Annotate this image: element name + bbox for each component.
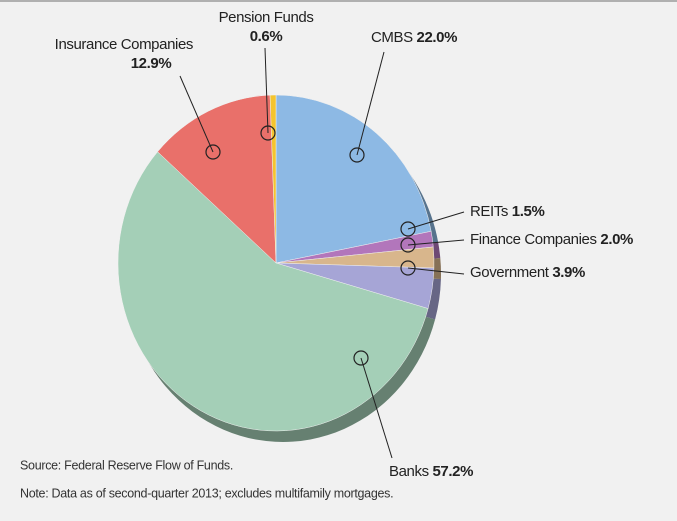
leader-line: [356, 51, 385, 156]
label-marker: [349, 147, 365, 163]
wedge: [269, 94, 277, 264]
value-label: 3.9%: [552, 264, 585, 281]
slice-label: Pension Funds: [219, 9, 314, 26]
value-label: 22.0%: [417, 29, 458, 46]
leader-line: [407, 267, 465, 275]
category-name: Government: [470, 264, 550, 281]
value-label: 1.5%: [512, 203, 545, 220]
category-name: CMBS: [371, 29, 413, 46]
slice-label: 12.9%: [131, 55, 172, 72]
label-marker: [260, 125, 276, 141]
label-marker: [400, 260, 416, 276]
value-label: 2.0%: [600, 231, 633, 248]
category-name: Finance Companies: [470, 231, 597, 248]
label-marker: [400, 237, 416, 253]
label-marker: [400, 221, 416, 237]
wedge: [157, 94, 277, 264]
category-name: Insurance Companies: [55, 36, 193, 53]
source-note: Source: Federal Reserve Flow of Funds.: [20, 458, 233, 472]
wedge: [275, 94, 432, 264]
leader-line: [179, 75, 214, 153]
note: Note: Data as of second-quarter 2013; ex…: [20, 486, 393, 500]
slice-label: CMBS 22.0%: [371, 29, 457, 46]
slice-label: Banks 57.2%: [389, 463, 473, 480]
slice-label: REITs 1.5%: [470, 203, 544, 220]
slice-label: Insurance Companies: [55, 36, 193, 53]
slice-label: 0.6%: [250, 28, 283, 45]
leader-line: [407, 239, 465, 246]
label-marker: [353, 350, 369, 366]
value-label: 0.6%: [250, 28, 283, 45]
slice-label: Finance Companies 2.0%: [470, 231, 633, 248]
category-name: Pension Funds: [219, 9, 314, 26]
value-label: 12.9%: [131, 55, 172, 72]
value-label: 57.2%: [432, 463, 473, 480]
wedge: [117, 151, 429, 432]
label-marker: [205, 144, 221, 160]
slice-label: Government 3.9%: [470, 264, 585, 281]
leader-line: [407, 211, 465, 230]
labels: CMBS 22.0% REITs 1.5% Finance Companies 2.…: [55, 9, 634, 480]
leader-line: [264, 47, 269, 134]
pie: [117, 94, 435, 432]
leader-line: [360, 357, 393, 459]
category-name: Banks: [389, 463, 429, 480]
category-name: REITs: [470, 203, 508, 220]
